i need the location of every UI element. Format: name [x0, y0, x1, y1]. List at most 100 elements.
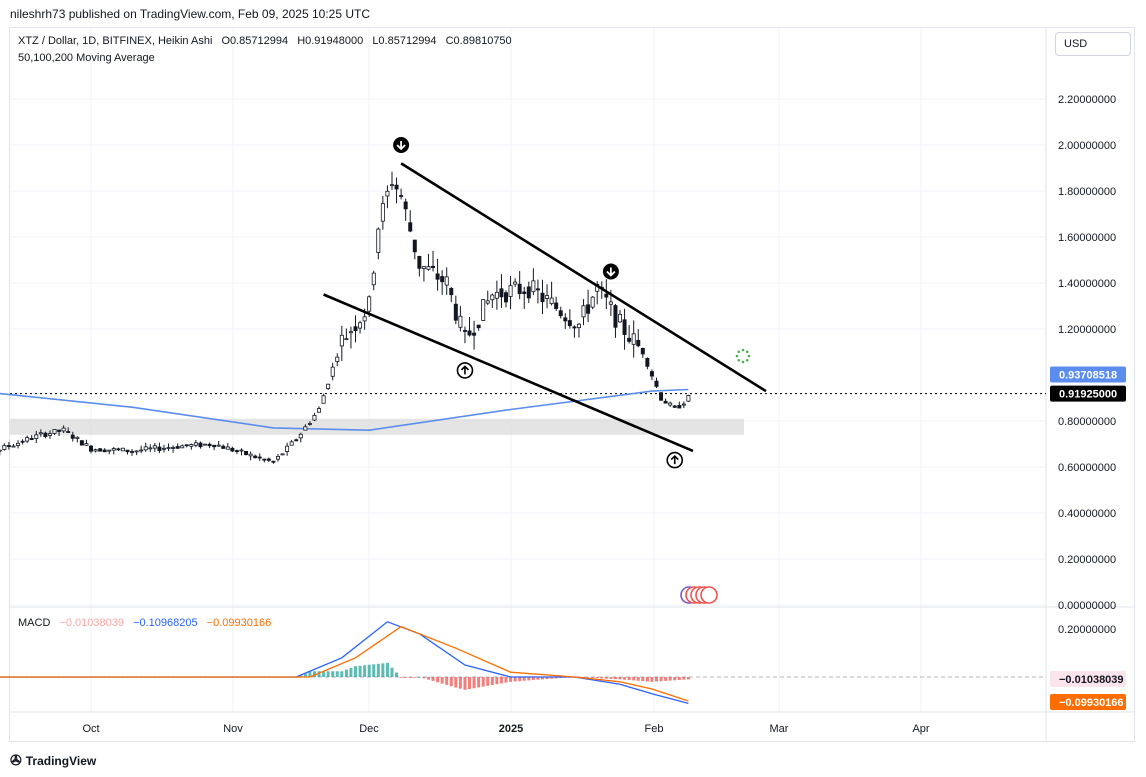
macd-histogram-axis-label: −0.01038039	[1059, 674, 1124, 686]
candle-body	[79, 440, 84, 446]
macd-histogram-bar	[344, 669, 348, 677]
candle-body	[75, 436, 80, 439]
time-tick-label: Dec	[359, 723, 379, 735]
candle-body	[34, 434, 39, 439]
candle-body	[234, 450, 239, 452]
macd-histogram-bar	[422, 677, 426, 679]
macd-histogram-bar	[536, 677, 540, 680]
macd-histogram-bar	[540, 677, 544, 680]
ma-indicator-label[interactable]: 50,100,200 Moving Average	[18, 52, 155, 64]
price-tick-label: 1.80000000	[1058, 186, 1116, 198]
macd-histogram-bar	[376, 663, 380, 677]
candle-body	[180, 445, 185, 449]
candle-body	[335, 356, 340, 362]
macd-histogram-bar	[335, 671, 339, 677]
candle-body	[203, 443, 208, 446]
candle-body	[426, 266, 431, 270]
ma-price-label-box	[1050, 366, 1126, 383]
macd-histogram-bar	[481, 677, 485, 687]
macd-histogram-bar	[413, 677, 417, 678]
spinner-dot	[737, 350, 741, 354]
candle-body	[312, 414, 317, 421]
trendlines	[323, 162, 767, 453]
candle-body	[668, 402, 673, 406]
trendline	[400, 162, 767, 393]
macd-histogram-bar	[495, 677, 499, 685]
candle-body	[513, 281, 518, 285]
time-tick-label: Apr	[912, 723, 929, 735]
macd-tick-label: 0.20000000	[1058, 624, 1116, 636]
candle-body	[285, 445, 290, 452]
time-tick-label: Oct	[82, 723, 99, 735]
macd-histogram-bar	[390, 667, 394, 677]
macd-histogram-bar	[454, 677, 458, 688]
candle-body	[189, 444, 194, 447]
tradingview-logo[interactable]: ✇ TradingView	[10, 752, 96, 769]
macd-histogram-bar	[477, 677, 481, 688]
candle-body	[476, 324, 481, 329]
price-tick-label: 1.20000000	[1058, 324, 1116, 336]
macd-histogram-bar	[408, 677, 412, 678]
publisher-line: nileshrh73 published on TradingView.com,…	[10, 7, 371, 21]
macd-histogram-bar	[604, 677, 608, 679]
candle-body	[317, 408, 322, 413]
candle-body	[221, 445, 226, 449]
macd-histogram-bar	[641, 677, 645, 682]
candle-body	[298, 433, 303, 439]
ohlc-close: C0.89810750	[445, 35, 512, 47]
macd-histogram-bar	[636, 677, 640, 681]
macd-histogram-bar	[367, 664, 371, 677]
macd-histogram-bar	[509, 677, 513, 682]
candle-body	[102, 449, 107, 453]
currency-button[interactable]: USD	[1055, 32, 1131, 56]
candle-body	[558, 310, 563, 317]
candle-body	[394, 184, 399, 190]
candle-body	[47, 433, 52, 436]
candle-body	[590, 296, 595, 308]
candle-body	[581, 305, 586, 318]
time-tick-label: Mar	[770, 723, 789, 735]
candle-body	[576, 323, 581, 329]
price-axis: 2.20000000 2.00000000 1.80000000 1.60000000…	[1058, 94, 1116, 636]
candle-body	[608, 301, 613, 305]
candle-body	[171, 447, 176, 449]
candle-body	[417, 255, 422, 269]
tradingview-logo-icon: ✇	[10, 752, 22, 768]
candle-body	[130, 451, 135, 453]
time-axis: Oct Nov Dec 2025 Feb Mar Apr	[82, 723, 929, 735]
candle-body	[549, 297, 554, 305]
candle-body	[111, 448, 116, 451]
candle-body	[207, 443, 212, 447]
spinner-dot	[747, 354, 751, 358]
arrow-up-glyph	[670, 454, 679, 465]
candle-body	[0, 449, 2, 452]
macd-histogram-bar	[522, 677, 526, 681]
candle-body	[681, 403, 686, 406]
macd-histogram-bar	[513, 677, 517, 682]
macd-histogram-bar	[331, 671, 335, 677]
arrow-up-marker	[456, 362, 474, 379]
price-tick-label: 1.40000000	[1058, 278, 1116, 290]
spinner-dot	[737, 358, 741, 362]
candle-body	[125, 449, 130, 453]
candle-body	[248, 453, 253, 457]
spinner-dot	[741, 348, 745, 352]
price-tick-label: 2.20000000	[1058, 94, 1116, 106]
candle-body	[677, 405, 682, 409]
candle-body	[444, 276, 449, 286]
candle-body	[408, 222, 413, 232]
markers	[393, 137, 751, 604]
candle-body	[535, 288, 540, 291]
candle-body	[563, 317, 568, 322]
candle-body	[107, 449, 112, 452]
candle-body	[11, 445, 16, 448]
ma-200-line	[0, 388, 689, 432]
macd-label[interactable]: MACD	[18, 617, 51, 629]
candle-body	[303, 426, 308, 431]
candle-body	[148, 447, 153, 450]
macd-histogram-bar	[600, 677, 604, 679]
macd-histogram-bar	[686, 677, 690, 680]
candle-body	[399, 195, 404, 197]
macd-histogram-bar	[618, 677, 622, 680]
